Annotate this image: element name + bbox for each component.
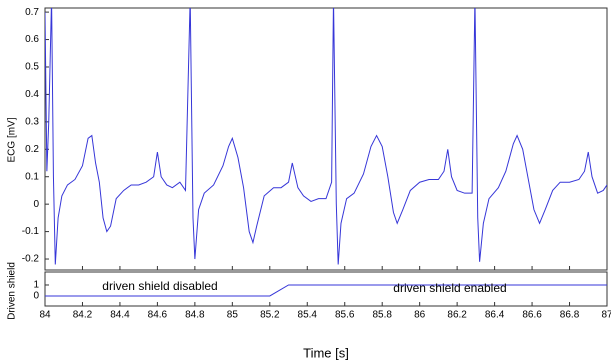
x-tick-label: 87 (601, 310, 611, 321)
y-tick-label: -0.2 (22, 254, 40, 265)
x-tick-label: 86.2 (447, 310, 467, 321)
x-tick-label: 84.4 (110, 310, 130, 321)
x-tick-label: 84 (39, 310, 51, 321)
plot-frame (44, 271, 608, 307)
y-tick-label: -0.1 (22, 226, 40, 237)
y-tick-label: 0.7 (25, 7, 39, 18)
x-axis-label: Time [s] (303, 345, 349, 360)
x-tick-label: 86.4 (485, 310, 505, 321)
y-tick-label: 1 (33, 280, 39, 291)
y-tick-label: 0.6 (25, 34, 39, 45)
y-tick-label: 0 (33, 291, 39, 302)
y-tick-label: 0.3 (25, 116, 39, 127)
data-line (45, 8, 607, 265)
y-tick-label: 0 (33, 199, 39, 210)
y-tick-label: 0.1 (25, 171, 39, 182)
plot-frame (44, 7, 608, 271)
y-tick-label: 0.2 (25, 144, 39, 155)
x-tick-label: 84.2 (73, 310, 93, 321)
x-tick-label: 86.8 (560, 310, 580, 321)
x-tick-label: 86 (414, 310, 426, 321)
y-tick-label: 0.5 (25, 62, 39, 73)
x-tick-label: 84.8 (185, 310, 205, 321)
annotation: driven shield enabled (393, 281, 506, 295)
y-tick-label: 0.4 (25, 89, 39, 100)
x-tick-label: 86.6 (522, 310, 542, 321)
data-line (45, 284, 607, 297)
x-tick-label: 84.6 (148, 310, 168, 321)
x-tick-label: 85 (227, 310, 239, 321)
x-tick-label: 85.4 (298, 310, 318, 321)
x-tick-label: 85.6 (335, 310, 355, 321)
y-axis-label: ECG [mV] (7, 117, 18, 162)
annotation: driven shield disabled (102, 279, 217, 293)
y-axis-label: Driven shield (7, 262, 18, 320)
x-tick-label: 85.8 (372, 310, 392, 321)
x-tick-label: 85.2 (260, 310, 280, 321)
